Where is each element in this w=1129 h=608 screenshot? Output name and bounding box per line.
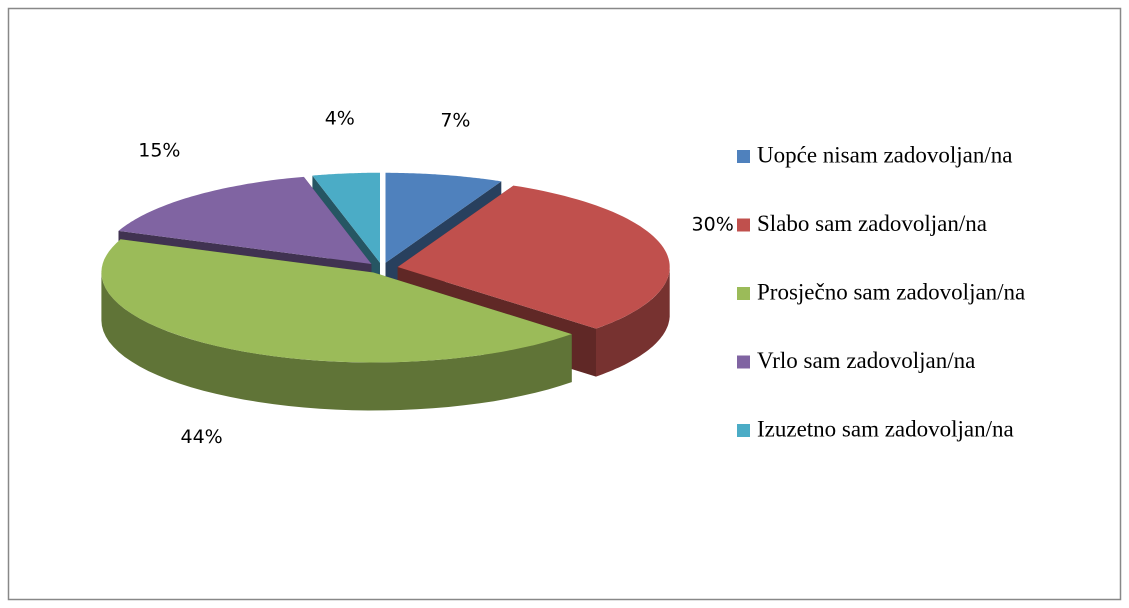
legend-label: Izuzetno sam zadovoljan/na xyxy=(757,416,1014,441)
legend-swatch xyxy=(737,424,750,437)
slice-wall xyxy=(101,272,572,411)
data-label: 4% xyxy=(325,107,355,129)
slice xyxy=(118,176,372,264)
legend-swatch xyxy=(737,218,750,232)
legend-label: Slabo sam zadovoljan/na xyxy=(757,211,987,236)
slice-wall xyxy=(596,267,670,377)
legend-swatch xyxy=(737,287,750,300)
slice xyxy=(312,172,380,263)
slice xyxy=(385,172,502,263)
legend-swatch xyxy=(737,355,750,369)
legend-swatch xyxy=(737,150,750,163)
legend-label: Vrlo sam zadovoljan/na xyxy=(757,348,975,373)
data-label: 30% xyxy=(692,214,734,236)
slice xyxy=(101,239,572,363)
legend-label: Uopće nisam zadovoljan/na xyxy=(757,142,1012,167)
data-label: 15% xyxy=(138,139,180,161)
slice xyxy=(397,185,670,329)
data-label: 44% xyxy=(181,426,223,448)
legend-label: Prosječno sam zadovoljan/na xyxy=(757,279,1025,304)
data-label: 7% xyxy=(440,110,470,132)
